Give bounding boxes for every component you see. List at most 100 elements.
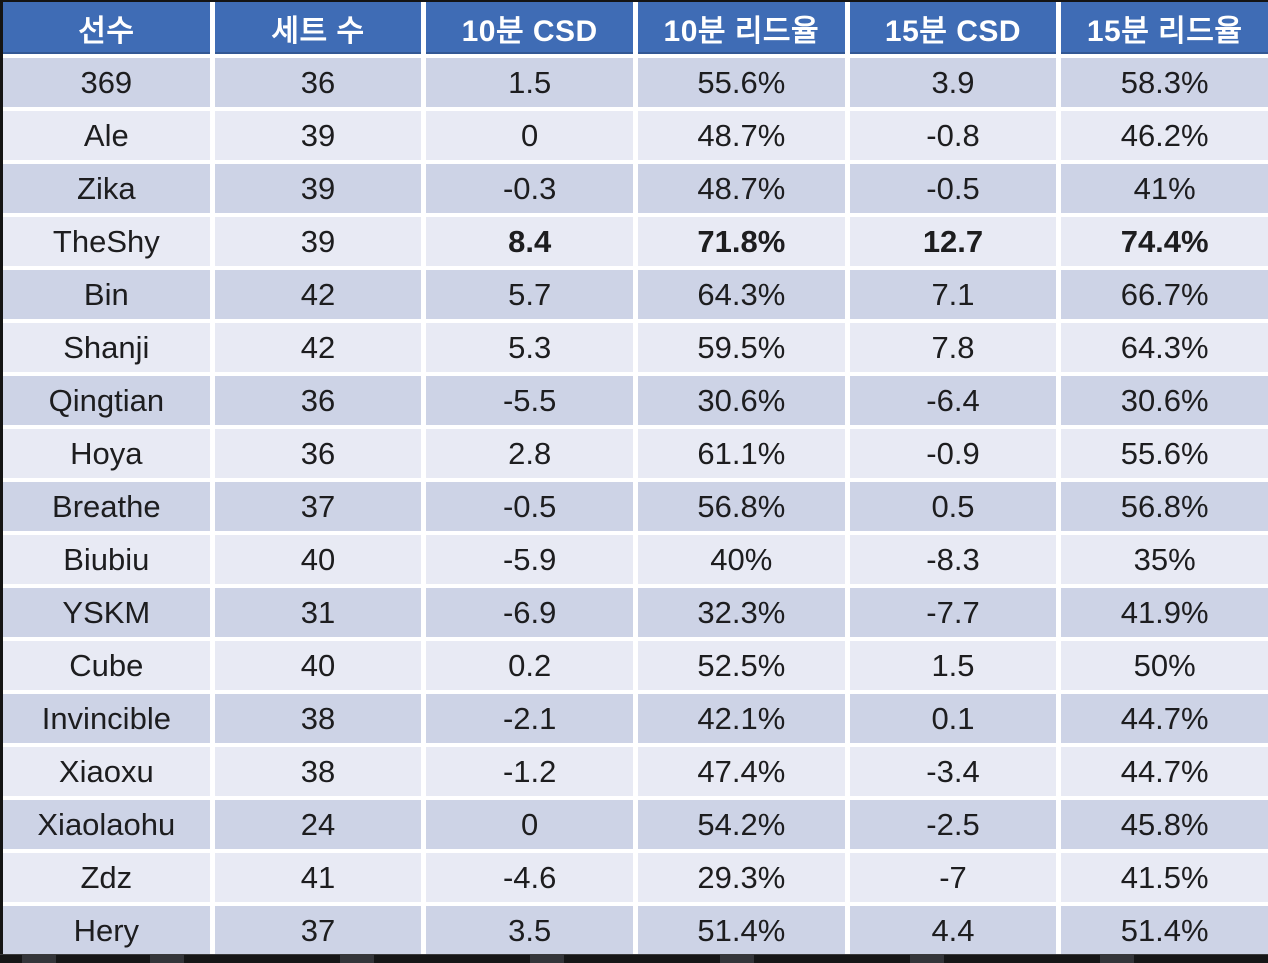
lead15-cell: 41.9% [1061, 588, 1268, 637]
sets-cell: 39 [214, 111, 422, 160]
table-row: Biubiu 40 -5.9 40% -8.3 35% [3, 535, 1268, 584]
player-cell: Shanji [3, 323, 210, 372]
table-body: 369 36 1.5 55.6% 3.9 58.3% Ale 39 0 48.7… [3, 58, 1268, 955]
table-row: Zdz 41 -4.6 29.3% -7 41.5% [3, 853, 1268, 902]
player-cell: TheShy [3, 217, 210, 266]
sets-cell: 40 [214, 641, 422, 690]
player-cell: Biubiu [3, 535, 210, 584]
csd15-cell: 0.1 [849, 694, 1057, 743]
sets-cell: 41 [214, 853, 422, 902]
csd10-cell: 2.8 [426, 429, 633, 478]
table-row: Xiaoxu 38 -1.2 47.4% -3.4 44.7% [3, 747, 1268, 796]
lead10-cell: 59.5% [638, 323, 845, 372]
csd15-cell: 1.5 [849, 641, 1057, 690]
table-row: Breathe 37 -0.5 56.8% 0.5 56.8% [3, 482, 1268, 531]
lead15-cell: 35% [1061, 535, 1268, 584]
player-cell: Zdz [3, 853, 210, 902]
table-row: Hery 37 3.5 51.4% 4.4 51.4% [3, 906, 1268, 955]
csd10-cell: 8.4 [426, 217, 633, 266]
csd10-cell: 0 [426, 800, 633, 849]
lead15-cell: 41.5% [1061, 853, 1268, 902]
lead10-cell: 56.8% [638, 482, 845, 531]
lead15-cell: 45.8% [1061, 800, 1268, 849]
csd10-cell: -4.6 [426, 853, 633, 902]
cropped-row-strip [0, 954, 1268, 963]
column-header-player: 선수 [3, 2, 210, 54]
csd15-cell: -0.5 [849, 164, 1057, 213]
lead15-cell: 30.6% [1061, 376, 1268, 425]
csd10-cell: -6.9 [426, 588, 633, 637]
column-header-csd10: 10분 CSD [426, 2, 633, 54]
player-cell: Hery [3, 906, 210, 955]
csd10-cell: 5.3 [426, 323, 633, 372]
player-cell: Invincible [3, 694, 210, 743]
lead10-cell: 48.7% [638, 111, 845, 160]
sets-cell: 38 [214, 694, 422, 743]
player-cell: Breathe [3, 482, 210, 531]
lead15-cell: 44.7% [1061, 747, 1268, 796]
player-cell: Zika [3, 164, 210, 213]
table-row: YSKM 31 -6.9 32.3% -7.7 41.9% [3, 588, 1268, 637]
sets-cell: 39 [214, 217, 422, 266]
csd15-cell: 7.8 [849, 323, 1057, 372]
column-header-lead15: 15분 리드율 [1061, 2, 1268, 54]
sets-cell: 31 [214, 588, 422, 637]
csd15-cell: -7.7 [849, 588, 1057, 637]
csd10-cell: 3.5 [426, 906, 633, 955]
sets-cell: 40 [214, 535, 422, 584]
sets-cell: 36 [214, 58, 422, 107]
csd10-cell: -0.3 [426, 164, 633, 213]
csd15-cell: -3.4 [849, 747, 1057, 796]
table-row: Cube 40 0.2 52.5% 1.5 50% [3, 641, 1268, 690]
lead10-cell: 47.4% [638, 747, 845, 796]
table-row: Hoya 36 2.8 61.1% -0.9 55.6% [3, 429, 1268, 478]
lead10-cell: 48.7% [638, 164, 845, 213]
lead15-cell: 58.3% [1061, 58, 1268, 107]
lead10-cell: 30.6% [638, 376, 845, 425]
lead10-cell: 40% [638, 535, 845, 584]
csd10-cell: 1.5 [426, 58, 633, 107]
lead10-cell: 61.1% [638, 429, 845, 478]
lead15-cell: 50% [1061, 641, 1268, 690]
lead10-cell: 51.4% [638, 906, 845, 955]
csd10-cell: -0.5 [426, 482, 633, 531]
lead10-cell: 32.3% [638, 588, 845, 637]
csd10-cell: 5.7 [426, 270, 633, 319]
table-row: Bin 42 5.7 64.3% 7.1 66.7% [3, 270, 1268, 319]
table-row: 369 36 1.5 55.6% 3.9 58.3% [3, 58, 1268, 107]
lead10-cell: 52.5% [638, 641, 845, 690]
column-header-sets: 세트 수 [214, 2, 422, 54]
table-row: Qingtian 36 -5.5 30.6% -6.4 30.6% [3, 376, 1268, 425]
sets-cell: 37 [214, 482, 422, 531]
table-row: Zika 39 -0.3 48.7% -0.5 41% [3, 164, 1268, 213]
sets-cell: 37 [214, 906, 422, 955]
column-header-csd15: 15분 CSD [849, 2, 1057, 54]
table-row: TheShy 39 8.4 71.8% 12.7 74.4% [3, 217, 1268, 266]
lead10-cell: 55.6% [638, 58, 845, 107]
csd15-cell: -7 [849, 853, 1057, 902]
player-cell: Bin [3, 270, 210, 319]
table-header-row: 선수 세트 수 10분 CSD 10분 리드율 15분 CSD 15분 리드율 [3, 2, 1268, 54]
lead15-cell: 56.8% [1061, 482, 1268, 531]
csd15-cell: -0.9 [849, 429, 1057, 478]
csd10-cell: 0 [426, 111, 633, 160]
table-row: Invincible 38 -2.1 42.1% 0.1 44.7% [3, 694, 1268, 743]
csd15-cell: 12.7 [849, 217, 1057, 266]
player-cell: 369 [3, 58, 210, 107]
csd15-cell: -6.4 [849, 376, 1057, 425]
csd10-cell: 0.2 [426, 641, 633, 690]
column-header-lead10: 10분 리드율 [638, 2, 845, 54]
lead15-cell: 44.7% [1061, 694, 1268, 743]
csd15-cell: 7.1 [849, 270, 1057, 319]
lead15-cell: 74.4% [1061, 217, 1268, 266]
lead15-cell: 51.4% [1061, 906, 1268, 955]
table-row: Xiaolaohu 24 0 54.2% -2.5 45.8% [3, 800, 1268, 849]
table-row: Ale 39 0 48.7% -0.8 46.2% [3, 111, 1268, 160]
sets-cell: 42 [214, 270, 422, 319]
lead15-cell: 41% [1061, 164, 1268, 213]
csd10-cell: -5.5 [426, 376, 633, 425]
player-cell: Cube [3, 641, 210, 690]
sets-cell: 42 [214, 323, 422, 372]
